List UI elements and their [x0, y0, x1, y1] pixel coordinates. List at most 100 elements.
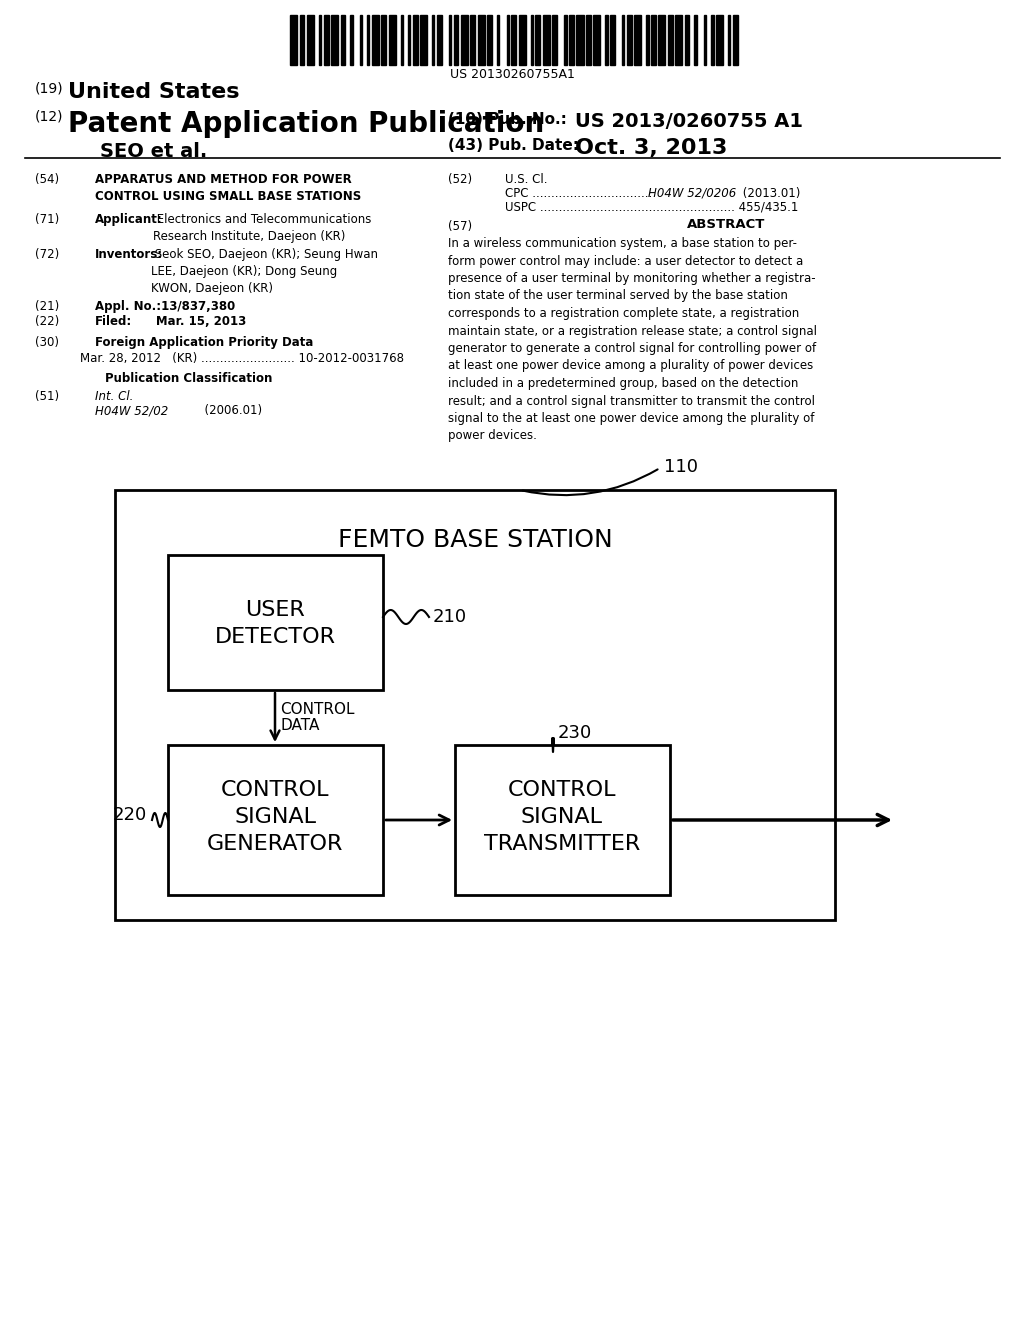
Text: Foreign Application Priority Data: Foreign Application Priority Data	[95, 337, 313, 348]
Bar	[324, 15, 329, 65]
Bar	[593, 15, 600, 65]
Bar	[455, 744, 670, 895]
Text: (54): (54)	[35, 173, 59, 186]
Bar	[646, 15, 648, 65]
Text: Publication Classification: Publication Classification	[105, 372, 272, 385]
Bar	[564, 15, 566, 65]
Text: FEMTO BASE STATION: FEMTO BASE STATION	[338, 528, 612, 552]
Text: (21): (21)	[35, 300, 59, 313]
Text: H04W 52/02: H04W 52/02	[95, 404, 168, 417]
Bar	[115, 490, 835, 920]
Bar	[586, 15, 591, 65]
Bar	[408, 15, 411, 65]
Text: (12): (12)	[35, 110, 63, 124]
Text: Inventors:: Inventors:	[95, 248, 163, 261]
Bar	[511, 15, 516, 65]
Bar	[367, 15, 370, 65]
Bar	[675, 15, 682, 65]
Bar	[569, 15, 574, 65]
Text: Mar. 28, 2012   (KR) ......................... 10-2012-0031768: Mar. 28, 2012 (KR) .....................…	[80, 352, 404, 366]
Bar	[497, 15, 500, 65]
Text: 230: 230	[558, 723, 592, 742]
Text: Filed:: Filed:	[95, 315, 132, 327]
Bar	[543, 15, 550, 65]
Text: Applicant:: Applicant:	[95, 213, 163, 226]
Text: US 20130260755A1: US 20130260755A1	[450, 69, 574, 81]
Text: (2013.01): (2013.01)	[739, 187, 801, 201]
Text: Electronics and Telecommunications
Research Institute, Daejeon (KR): Electronics and Telecommunications Resea…	[153, 213, 372, 243]
Bar	[290, 15, 297, 65]
Bar	[668, 15, 673, 65]
Text: CPC ................................: CPC ................................	[505, 187, 656, 201]
Bar	[461, 15, 468, 65]
Bar	[487, 15, 493, 65]
Text: 110: 110	[664, 458, 698, 477]
Text: Appl. No.:: Appl. No.:	[95, 300, 161, 313]
Bar	[400, 15, 403, 65]
Bar	[610, 15, 614, 65]
Text: (71): (71)	[35, 213, 59, 226]
Text: 220: 220	[113, 807, 147, 824]
Text: (2006.01): (2006.01)	[167, 404, 262, 417]
Text: (43) Pub. Date:: (43) Pub. Date:	[449, 139, 579, 153]
Text: GENERATOR: GENERATOR	[207, 834, 343, 854]
Bar	[437, 15, 441, 65]
Text: (10) Pub. No.:: (10) Pub. No.:	[449, 112, 567, 127]
Text: 13/837,380: 13/837,380	[157, 300, 236, 313]
Text: Int. Cl.: Int. Cl.	[95, 389, 133, 403]
Bar	[478, 15, 485, 65]
Bar	[454, 15, 459, 65]
Bar	[507, 15, 509, 65]
Text: United States: United States	[68, 82, 240, 102]
Text: (72): (72)	[35, 248, 59, 261]
Text: (30): (30)	[35, 337, 59, 348]
Bar	[420, 15, 427, 65]
Bar	[359, 15, 362, 65]
Text: (57): (57)	[449, 220, 472, 234]
Bar	[577, 15, 584, 65]
Bar	[536, 15, 541, 65]
Bar	[694, 15, 696, 65]
Bar	[658, 15, 666, 65]
Bar	[711, 15, 714, 65]
Text: (22): (22)	[35, 315, 59, 327]
Bar	[389, 15, 396, 65]
Bar	[350, 15, 352, 65]
Bar	[627, 15, 632, 65]
Text: 210: 210	[433, 609, 467, 626]
Text: APPARATUS AND METHOD FOR POWER
CONTROL USING SMALL BASE STATIONS: APPARATUS AND METHOD FOR POWER CONTROL U…	[95, 173, 361, 203]
Bar	[449, 15, 452, 65]
Bar	[307, 15, 314, 65]
Text: SEO et al.: SEO et al.	[100, 143, 207, 161]
Bar	[318, 15, 322, 65]
Text: U.S. Cl.: U.S. Cl.	[505, 173, 548, 186]
Bar	[651, 15, 655, 65]
Text: USPC .................................................... 455/435.1: USPC ...................................…	[505, 201, 799, 213]
Text: US 2013/0260755 A1: US 2013/0260755 A1	[575, 112, 803, 131]
Text: CONTROL: CONTROL	[221, 780, 330, 800]
Bar	[518, 15, 526, 65]
Bar	[716, 15, 723, 65]
Bar	[728, 15, 730, 65]
Text: (52): (52)	[449, 173, 472, 186]
Text: Oct. 3, 2013: Oct. 3, 2013	[575, 139, 727, 158]
Text: SIGNAL: SIGNAL	[234, 807, 316, 828]
Bar	[413, 15, 418, 65]
Bar	[168, 744, 383, 895]
Bar	[552, 15, 557, 65]
Text: SIGNAL: SIGNAL	[521, 807, 603, 828]
Text: CONTROL: CONTROL	[280, 702, 354, 717]
Text: (51): (51)	[35, 389, 59, 403]
Bar	[168, 554, 383, 690]
Bar	[530, 15, 534, 65]
Text: (19): (19)	[35, 82, 63, 96]
Bar	[331, 15, 338, 65]
Text: Seok SEO, Daejeon (KR); Seung Hwan
LEE, Daejeon (KR); Dong Seung
KWON, Daejeon (: Seok SEO, Daejeon (KR); Seung Hwan LEE, …	[151, 248, 378, 294]
Text: DATA: DATA	[280, 718, 319, 733]
Bar	[300, 15, 304, 65]
Bar	[623, 15, 625, 65]
Bar	[382, 15, 386, 65]
Text: DETECTOR: DETECTOR	[214, 627, 336, 647]
Text: USER: USER	[245, 601, 305, 620]
Bar	[341, 15, 345, 65]
